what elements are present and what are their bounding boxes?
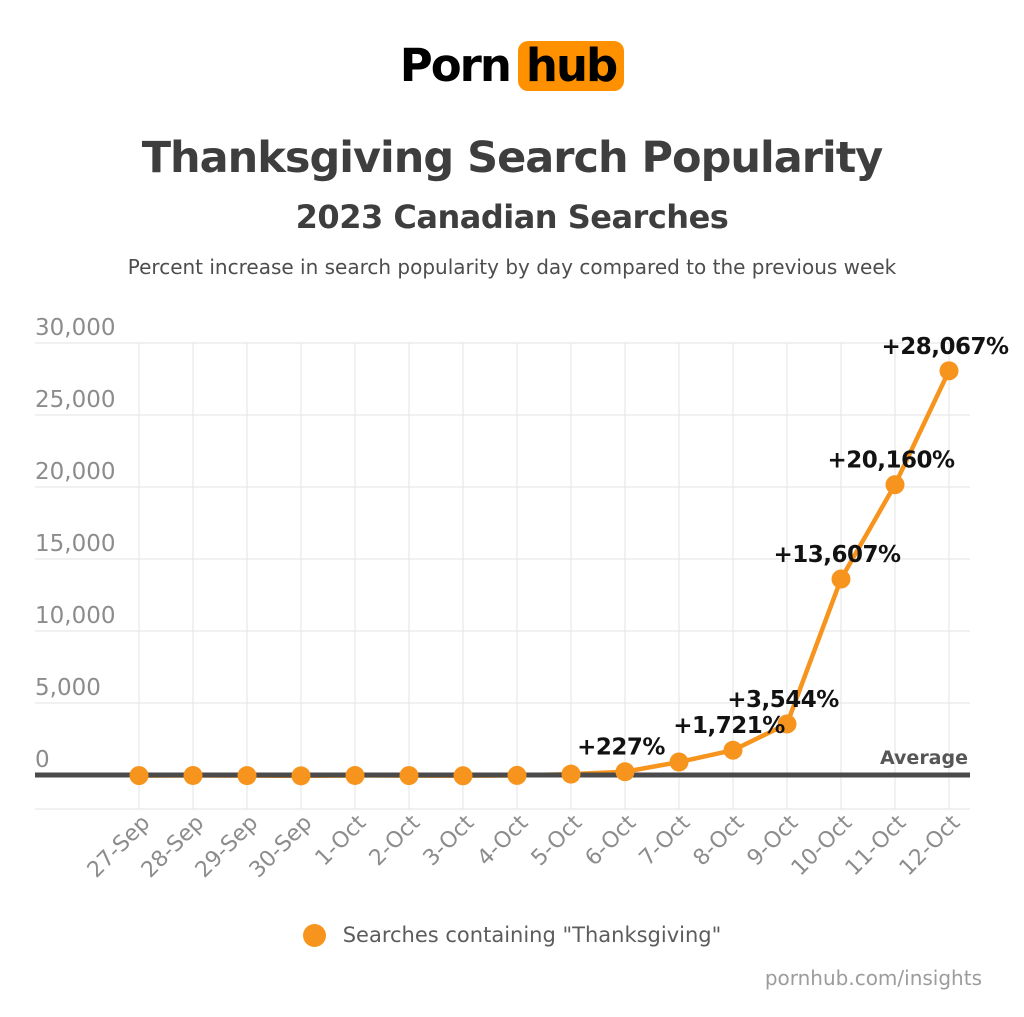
logo-text-hub: hub bbox=[517, 41, 625, 91]
data-point bbox=[291, 766, 311, 786]
data-point-label: +13,607% bbox=[773, 542, 901, 568]
data-point bbox=[939, 361, 959, 381]
x-axis-label: 7-Oct bbox=[635, 810, 696, 871]
x-axis-label: 1-Oct bbox=[311, 810, 372, 871]
data-point bbox=[831, 569, 851, 589]
data-point-label: +227% bbox=[577, 735, 665, 761]
y-axis-label: 20,000 bbox=[35, 459, 115, 485]
y-axis-label: 25,000 bbox=[35, 387, 115, 413]
y-axis-label: 15,000 bbox=[35, 531, 115, 557]
x-axis-label: 4-Oct bbox=[473, 810, 534, 871]
chart-description: Percent increase in search popularity by… bbox=[127, 255, 897, 279]
chart-legend: Searches containing "Thanksgiving" bbox=[0, 923, 1024, 947]
data-point bbox=[561, 764, 581, 784]
data-point-label: +3,544% bbox=[727, 687, 839, 713]
data-point bbox=[237, 766, 257, 786]
page-subtitle: 2023 Canadian Searches bbox=[295, 198, 729, 236]
data-point bbox=[777, 714, 797, 734]
data-point bbox=[453, 766, 473, 786]
data-point bbox=[129, 766, 149, 786]
x-axis-label: 2-Oct bbox=[365, 810, 426, 871]
x-axis-label: 5-Oct bbox=[527, 810, 588, 871]
x-axis-label: 6-Oct bbox=[581, 810, 642, 871]
data-point bbox=[507, 765, 527, 785]
data-point-label: +1,721% bbox=[673, 713, 785, 739]
data-point bbox=[345, 766, 365, 786]
y-axis-label: 5,000 bbox=[35, 675, 101, 701]
y-axis-label: 10,000 bbox=[35, 603, 115, 629]
data-point bbox=[615, 762, 635, 782]
data-point bbox=[885, 475, 905, 495]
x-axis-label: 3-Oct bbox=[419, 810, 480, 871]
average-line-label: Average bbox=[880, 747, 968, 769]
y-axis-label: 30,000 bbox=[35, 315, 115, 341]
data-point bbox=[723, 740, 743, 760]
trend-line bbox=[136, 368, 952, 779]
logo-text-porn: Porn bbox=[399, 39, 512, 92]
legend-marker-dot bbox=[302, 923, 326, 947]
x-axis-label: 12-Oct bbox=[895, 810, 966, 881]
data-point-label: +20,160% bbox=[827, 448, 955, 474]
data-point bbox=[183, 766, 203, 786]
x-axis-label: 8-Oct bbox=[689, 810, 750, 871]
y-axis-label: 0 bbox=[35, 747, 50, 773]
data-point-label: +28,067% bbox=[881, 334, 1009, 360]
pornhub-logo: Porn hub bbox=[0, 40, 1024, 92]
legend-label: Searches containing "Thanksgiving" bbox=[342, 923, 722, 947]
data-point bbox=[399, 766, 419, 786]
page-title: Thanksgiving Search Popularity bbox=[141, 133, 884, 183]
insights-url: pornhub.com/insights bbox=[764, 966, 982, 990]
data-point bbox=[669, 752, 689, 772]
